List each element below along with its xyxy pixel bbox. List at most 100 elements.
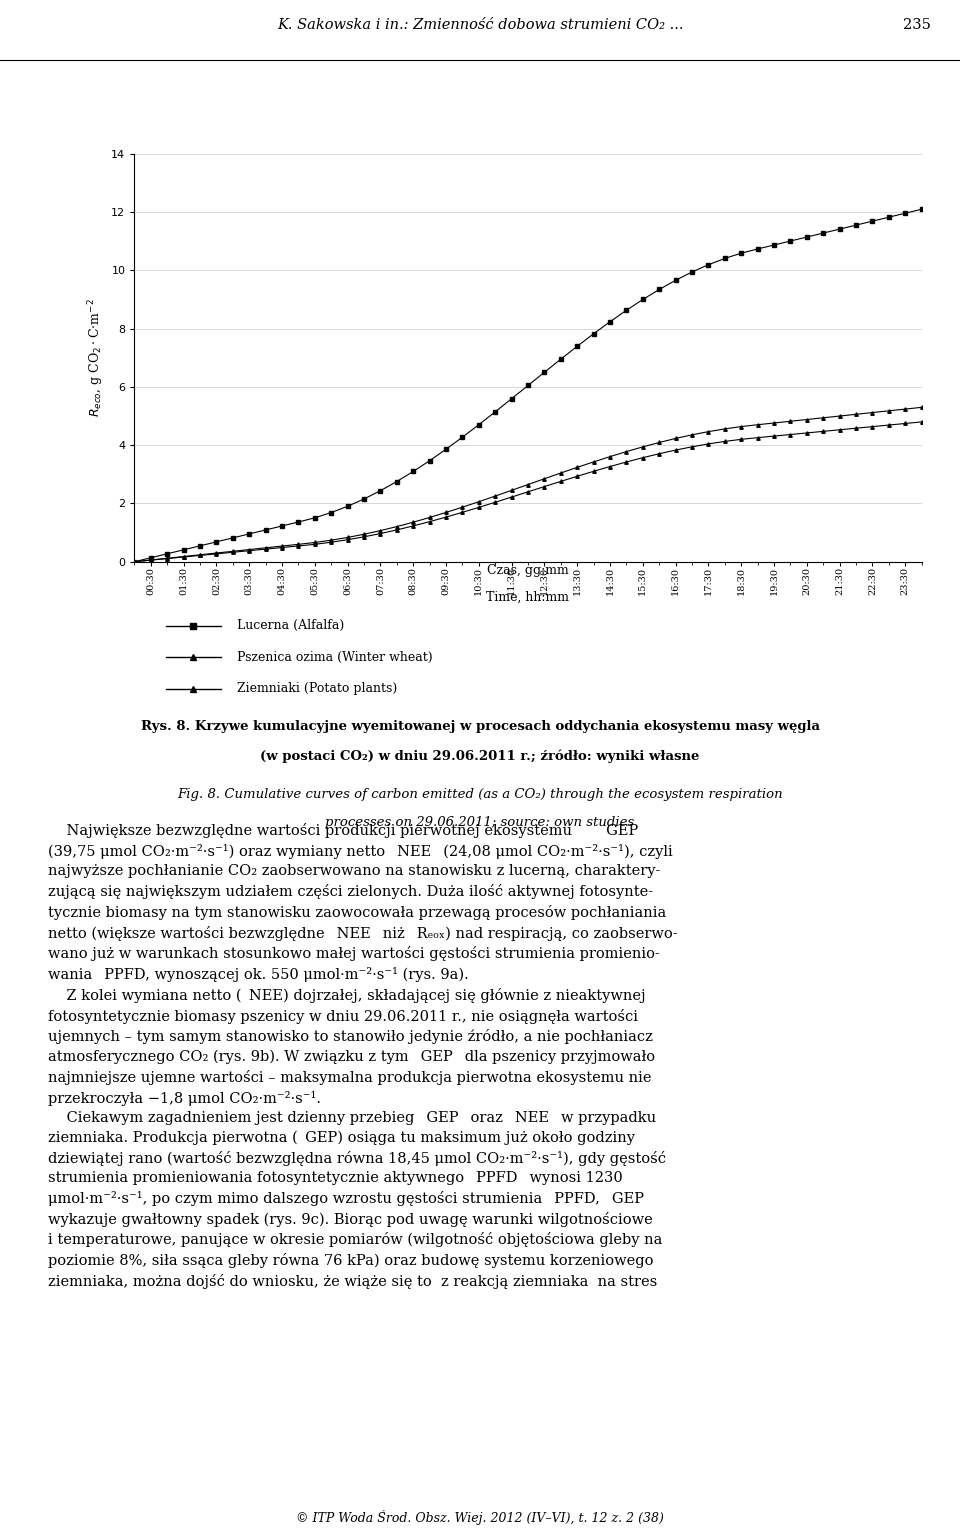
Lucerna (Alfalfa) — [293, 512, 304, 531]
Lucerna (Alfalfa) — [817, 223, 828, 242]
Pszenica ozima (Winter wheat) — [686, 426, 698, 445]
Pszenica ozima (Winter wheat) — [735, 417, 747, 436]
Pszenica ozima (Winter wheat) — [457, 499, 468, 517]
Text: © ITP Woda Środ. Obsz. Wiej. 2012 (IV–VI), t. 12 z. 2 (38): © ITP Woda Środ. Obsz. Wiej. 2012 (IV–VI… — [296, 1510, 664, 1525]
Lucerna (Alfalfa) — [276, 517, 288, 536]
Text: processes on 29.06.2011; source: own studies: processes on 29.06.2011; source: own stu… — [325, 816, 635, 830]
Ziemniaki (Potato plants) — [210, 545, 222, 563]
Lucerna (Alfalfa) — [735, 245, 747, 263]
Lucerna (Alfalfa) — [604, 312, 615, 331]
Lucerna (Alfalfa) — [900, 205, 911, 223]
Pszenica ozima (Winter wheat) — [883, 402, 895, 420]
Ziemniaki (Potato plants) — [244, 542, 255, 560]
Ziemniaki (Potato plants) — [834, 420, 846, 439]
Y-axis label: $R_{eco}$, g CO$_2\cdot$C$\cdot$m$^{-2}$: $R_{eco}$, g CO$_2\cdot$C$\cdot$m$^{-2}$ — [86, 299, 106, 417]
Lucerna (Alfalfa) — [752, 240, 763, 259]
Pszenica ozima (Winter wheat) — [490, 486, 501, 505]
Lucerna (Alfalfa) — [145, 548, 156, 566]
Lucerna (Alfalfa) — [441, 440, 452, 459]
Ziemniaki (Potato plants) — [867, 417, 878, 436]
Pszenica ozima (Winter wheat) — [342, 528, 353, 546]
Pszenica ozima (Winter wheat) — [276, 537, 288, 556]
Pszenica ozima (Winter wheat) — [374, 522, 386, 540]
Ziemniaki (Potato plants) — [194, 546, 205, 565]
Lucerna (Alfalfa) — [424, 451, 436, 469]
Pszenica ozima (Winter wheat) — [571, 459, 583, 477]
Lucerna (Alfalfa) — [161, 545, 173, 563]
Ziemniaki (Potato plants) — [490, 492, 501, 511]
Lucerna (Alfalfa) — [342, 497, 353, 516]
Lucerna (Alfalfa) — [210, 532, 222, 551]
Ziemniaki (Potato plants) — [178, 548, 189, 566]
Ziemniaki (Potato plants) — [276, 539, 288, 557]
Lucerna (Alfalfa) — [473, 416, 485, 434]
Lucerna (Alfalfa) — [768, 235, 780, 254]
Pszenica ozima (Winter wheat) — [916, 399, 927, 417]
Lucerna (Alfalfa) — [571, 337, 583, 356]
Pszenica ozima (Winter wheat) — [620, 442, 632, 460]
Lucerna (Alfalfa) — [784, 232, 796, 251]
Pszenica ozima (Winter wheat) — [588, 452, 599, 471]
Text: 235: 235 — [903, 17, 931, 32]
Ziemniaki (Potato plants) — [522, 483, 534, 502]
Text: Time, hh:mm: Time, hh:mm — [487, 591, 569, 603]
Line: Pszenica ozima (Winter wheat): Pszenica ozima (Winter wheat) — [132, 406, 924, 563]
Pszenica ozima (Winter wheat) — [654, 434, 665, 452]
Lucerna (Alfalfa) — [325, 503, 337, 522]
Ziemniaki (Potato plants) — [473, 499, 485, 517]
Lucerna (Alfalfa) — [670, 271, 682, 289]
Text: K. Sakowska i in.: Zmienność dobowa strumieni CO₂ ...: K. Sakowska i in.: Zmienność dobowa stru… — [276, 17, 684, 32]
Ziemniaki (Potato plants) — [293, 537, 304, 556]
Ziemniaki (Potato plants) — [407, 517, 419, 536]
Pszenica ozima (Winter wheat) — [441, 503, 452, 522]
Text: Pszenica ozima (Winter wheat): Pszenica ozima (Winter wheat) — [237, 651, 432, 663]
Ziemniaki (Potato plants) — [900, 414, 911, 432]
Text: Czas, gg:mm: Czas, gg:mm — [487, 565, 569, 577]
Ziemniaki (Potato plants) — [801, 423, 812, 442]
Lucerna (Alfalfa) — [703, 255, 714, 274]
Ziemniaki (Potato plants) — [817, 422, 828, 440]
Pszenica ozima (Winter wheat) — [194, 545, 205, 563]
Lucerna (Alfalfa) — [358, 489, 370, 508]
Pszenica ozima (Winter wheat) — [309, 532, 321, 551]
Lucerna (Alfalfa) — [916, 200, 927, 219]
Ziemniaki (Potato plants) — [604, 457, 615, 476]
Lucerna (Alfalfa) — [506, 389, 517, 408]
Text: (w postaci CO₂) w dniu 29.06.2011 r.; źródło: wyniki własne: (w postaci CO₂) w dniu 29.06.2011 r.; źr… — [260, 749, 700, 763]
Ziemniaki (Potato plants) — [457, 503, 468, 522]
Ziemniaki (Potato plants) — [703, 434, 714, 452]
Lucerna (Alfalfa) — [620, 302, 632, 320]
Lucerna (Alfalfa) — [407, 462, 419, 480]
Lucerna (Alfalfa) — [522, 376, 534, 394]
Pszenica ozima (Winter wheat) — [325, 531, 337, 549]
Lucerna (Alfalfa) — [194, 537, 205, 556]
Lucerna (Alfalfa) — [490, 403, 501, 422]
Pszenica ozima (Winter wheat) — [834, 406, 846, 425]
Ziemniaki (Potato plants) — [571, 466, 583, 485]
Pszenica ozima (Winter wheat) — [637, 437, 649, 456]
Pszenica ozima (Winter wheat) — [293, 536, 304, 554]
Pszenica ozima (Winter wheat) — [178, 548, 189, 566]
Text: Ziemniaki (Potato plants): Ziemniaki (Potato plants) — [237, 682, 397, 696]
Ziemniaki (Potato plants) — [358, 528, 370, 546]
Line: Lucerna (Alfalfa): Lucerna (Alfalfa) — [132, 208, 924, 563]
Ziemniaki (Potato plants) — [654, 445, 665, 463]
Text: Fig. 8. Cumulative curves of carbon emitted (as a CO₂) through the ecosystem res: Fig. 8. Cumulative curves of carbon emit… — [178, 788, 782, 802]
Ziemniaki (Potato plants) — [129, 553, 140, 571]
Ziemniaki (Potato plants) — [620, 452, 632, 471]
Ziemniaki (Potato plants) — [374, 525, 386, 543]
Lucerna (Alfalfa) — [867, 212, 878, 231]
Ziemniaki (Potato plants) — [441, 508, 452, 526]
Pszenica ozima (Winter wheat) — [210, 543, 222, 562]
Lucerna (Alfalfa) — [883, 208, 895, 226]
Pszenica ozima (Winter wheat) — [703, 422, 714, 440]
Lucerna (Alfalfa) — [309, 508, 321, 526]
Lucerna (Alfalfa) — [129, 553, 140, 571]
Pszenica ozima (Winter wheat) — [900, 400, 911, 419]
Lucerna (Alfalfa) — [686, 263, 698, 282]
Ziemniaki (Potato plants) — [145, 551, 156, 569]
Pszenica ozima (Winter wheat) — [555, 463, 566, 482]
Lucerna (Alfalfa) — [555, 349, 566, 368]
Pszenica ozima (Winter wheat) — [391, 517, 402, 536]
Pszenica ozima (Winter wheat) — [784, 412, 796, 431]
